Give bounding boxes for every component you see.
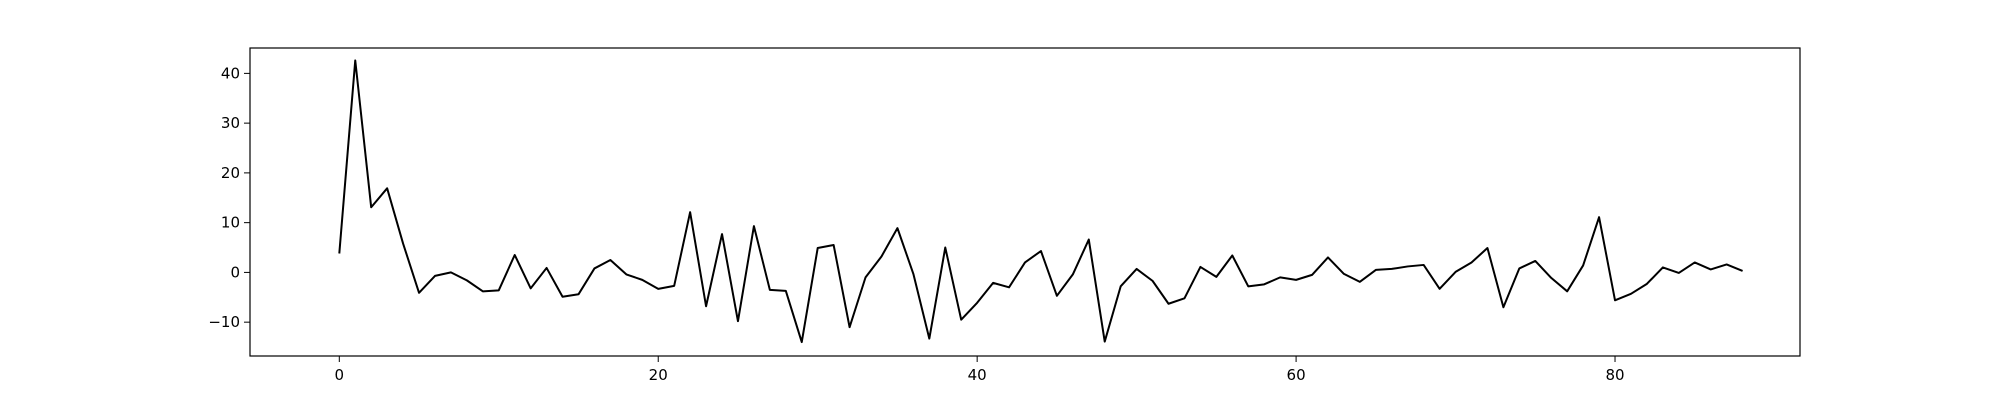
x-tick-label: 0 bbox=[335, 366, 345, 384]
x-tick-label: 20 bbox=[649, 366, 668, 384]
x-tick-label: 80 bbox=[1605, 366, 1624, 384]
y-tick-label: 10 bbox=[221, 214, 240, 232]
y-tick-label: 0 bbox=[230, 263, 240, 281]
y-tick-label: −10 bbox=[208, 313, 240, 331]
x-tick-label: 60 bbox=[1287, 366, 1306, 384]
y-tick-label: 30 bbox=[221, 114, 240, 132]
series-layer bbox=[338, 59, 1743, 344]
y-tick-label: 20 bbox=[221, 164, 240, 182]
x-tick-label: 40 bbox=[968, 366, 987, 384]
series-line bbox=[338, 59, 1743, 344]
plot-frame bbox=[249, 47, 1801, 357]
axis-ticks: 0 20 40 60 80 −10 0 10 20 30 40 bbox=[208, 64, 1624, 384]
y-tick-label: 40 bbox=[221, 64, 240, 82]
